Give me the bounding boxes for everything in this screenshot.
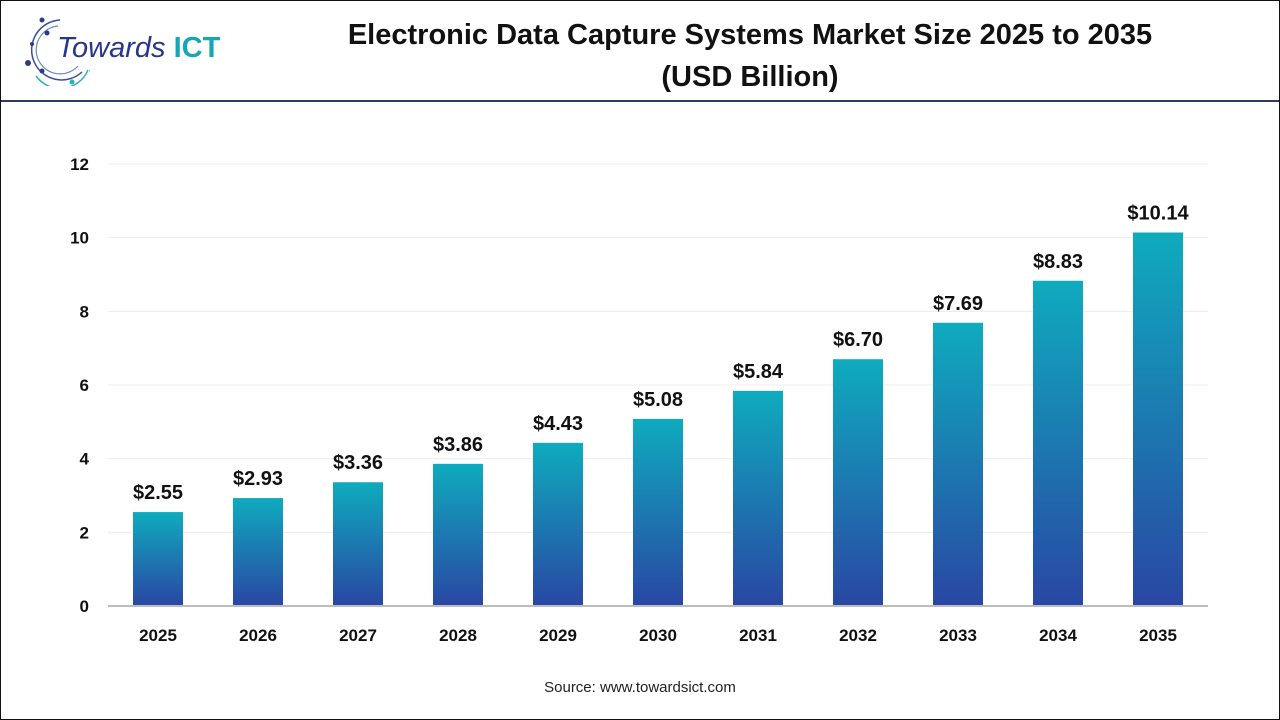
bar-2025	[133, 512, 183, 605]
data-label: $5.08	[633, 389, 683, 411]
data-label: $2.55	[133, 482, 183, 504]
y-tick-label: 4	[80, 450, 90, 469]
logo-text: Towards ICT	[57, 32, 220, 65]
x-tick-label: 2034	[1039, 626, 1077, 645]
y-tick-label: 0	[80, 597, 89, 616]
towards-ict-logo: Towards ICT	[20, 14, 240, 86]
x-tick-label: 2025	[139, 626, 177, 645]
y-tick-label: 8	[80, 302, 89, 321]
data-label: $7.69	[933, 293, 983, 315]
bar-2026	[233, 498, 283, 605]
header-divider	[1, 100, 1279, 102]
bar-2032	[833, 359, 883, 605]
data-label: $2.93	[233, 468, 283, 490]
x-tick-label: 2033	[939, 626, 977, 645]
x-tick-label: 2032	[839, 626, 877, 645]
source-note: Source: www.towardsict.com	[544, 679, 736, 696]
y-tick-label: 2	[80, 523, 89, 542]
data-label: $8.83	[1033, 251, 1083, 273]
bar-2030	[633, 418, 683, 605]
x-tick-label: 2031	[739, 626, 777, 645]
y-tick-label: 6	[80, 376, 89, 395]
title-line-2: (USD Billion)	[661, 61, 839, 93]
bar-2033	[933, 322, 983, 605]
chart-title: Electronic Data Capture Systems Market S…	[250, 14, 1250, 98]
logo-text-ict: ICT	[173, 32, 221, 64]
x-tick-label: 2027	[339, 626, 377, 645]
bar-2027	[333, 482, 383, 605]
data-label: $6.70	[833, 329, 883, 351]
x-tick-label: 2029	[539, 626, 577, 645]
logo-text-towards: Towards	[57, 32, 174, 64]
logo-orbit-icon	[25, 17, 90, 86]
x-tick-label: 2026	[239, 626, 277, 645]
data-label: $3.36	[333, 452, 383, 474]
bar-2034	[1033, 280, 1083, 605]
title-line-1: Electronic Data Capture Systems Market S…	[347, 19, 1153, 51]
data-label: $5.84	[733, 361, 784, 383]
x-tick-label: 2028	[439, 626, 477, 645]
y-tick-label: 10	[70, 229, 89, 248]
x-tick-label: 2035	[1139, 626, 1177, 645]
bar-2028	[433, 463, 483, 605]
x-tick-label: 2030	[639, 626, 677, 645]
bar-2035	[1133, 232, 1183, 605]
data-label: $4.43	[533, 413, 583, 435]
bar-2029	[533, 442, 583, 605]
y-tick-label: 12	[70, 155, 89, 174]
bar-2031	[733, 390, 783, 605]
data-label: $10.14	[1127, 203, 1189, 225]
data-label: $3.86	[433, 434, 483, 456]
